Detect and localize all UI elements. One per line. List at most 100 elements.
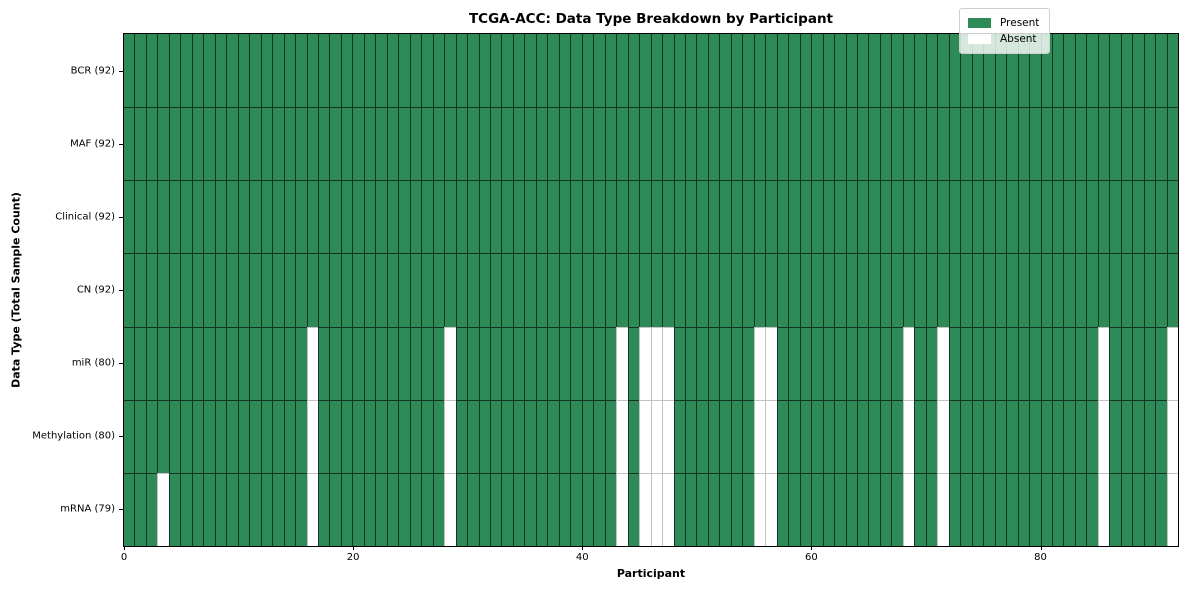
heatmap-cell [214,399,227,473]
heatmap-cell [375,253,387,327]
heatmap-cell [696,180,708,254]
heatmap-cell [340,399,353,473]
heatmap-cell [696,34,708,108]
heatmap-cell [398,472,410,546]
heatmap-cell [157,107,169,181]
heatmap-row-clinical [124,180,1179,254]
heatmap-cell [180,326,192,400]
heatmap-cell [1017,399,1030,473]
legend-entry-present: Present [968,15,1039,31]
heatmap-cell [363,107,376,181]
heatmap-cell [696,326,708,400]
heatmap-cell [948,472,961,546]
heatmap-cell [145,34,158,108]
y-tick-label: BCR (92) [70,65,115,77]
heatmap-cell [1120,253,1133,327]
heatmap-cell [409,253,422,327]
heatmap-cell [914,107,926,181]
heatmap-cell [203,107,215,181]
heatmap-cell [1051,180,1064,254]
heatmap-cell [684,180,697,254]
heatmap-cell [1017,253,1030,327]
x-tick-mark [811,546,813,550]
heatmap-cell [444,34,456,108]
heatmap-cell [478,326,490,400]
heatmap-cell [249,472,261,546]
heatmap-cell [283,180,296,254]
heatmap-cell [1109,472,1121,546]
heatmap-cell [937,399,949,473]
heatmap-cell [616,326,628,400]
heatmap-cell [845,180,857,254]
heatmap-cell [455,472,468,546]
heatmap-cell [639,180,651,254]
heatmap-cell [180,399,192,473]
heatmap-cell [1109,180,1121,254]
heatmap-cell [707,326,720,400]
heatmap-cell [547,472,559,546]
heatmap-cell [272,472,284,546]
heatmap-cell [283,34,296,108]
heatmap-cell [788,326,800,400]
heatmap-cell [1074,107,1087,181]
heatmap-cell [822,107,835,181]
heatmap-cell [272,180,284,254]
heatmap-cell [467,472,479,546]
heatmap-cell [914,399,926,473]
heatmap-cell [719,180,731,254]
heatmap-cell [765,326,777,400]
x-tick-mark [353,546,355,550]
heatmap-cell [673,399,685,473]
heatmap-cell [409,107,422,181]
y-tick-mark [119,216,124,218]
heatmap-cell [593,472,605,546]
heatmap-cell [547,253,559,327]
heatmap-cell [547,34,559,108]
heatmap-cell [604,180,617,254]
heatmap-cell [753,399,766,473]
heatmap-cell [409,326,422,400]
heatmap-cell [260,253,273,327]
heatmap-cell [134,180,146,254]
heatmap-cell [1120,326,1133,400]
heatmap-cell [237,34,250,108]
heatmap-cell [994,326,1007,400]
heatmap-cell [834,107,846,181]
heatmap-cell [168,107,181,181]
heatmap-cell [730,253,743,327]
heatmap-cell [524,326,536,400]
heatmap-cell [1063,34,1075,108]
heatmap-cell [627,326,640,400]
heatmap-cell [455,399,468,473]
heatmap-cell [765,472,777,546]
heatmap-cell [237,399,250,473]
heatmap-cell [937,34,949,108]
heatmap-cell [124,399,135,473]
heatmap-cell [581,472,594,546]
heatmap-cell [272,253,284,327]
heatmap-cell [501,472,513,546]
heatmap-cell [306,399,318,473]
heatmap-cell [1155,472,1167,546]
heatmap-cell [1143,253,1156,327]
heatmap-cell [765,180,777,254]
y-tick-label: CN (92) [76,284,115,296]
heatmap-cell [134,326,146,400]
plot-area: 0 20 40 60 80 BCR (92) MAF (92) Clinical (92) CN… [32,33,1179,563]
heatmap-cell [834,399,846,473]
heatmap-cell [879,326,892,400]
heatmap-cell [191,107,204,181]
x-tick-label: 0 [120,552,128,563]
heatmap-cell [570,253,582,327]
y-tick-label: mRNA (79) [60,503,115,515]
heatmap-cell [306,472,318,546]
heatmap-cell [432,107,445,181]
heatmap-cell [994,107,1007,181]
heatmap-cell [558,472,571,546]
heatmap-cell [226,34,238,108]
heatmap-cell [616,253,628,327]
heatmap-cell [340,107,353,181]
heatmap-cell [994,399,1007,473]
heatmap-cell [662,399,674,473]
heatmap-cell [948,180,961,254]
